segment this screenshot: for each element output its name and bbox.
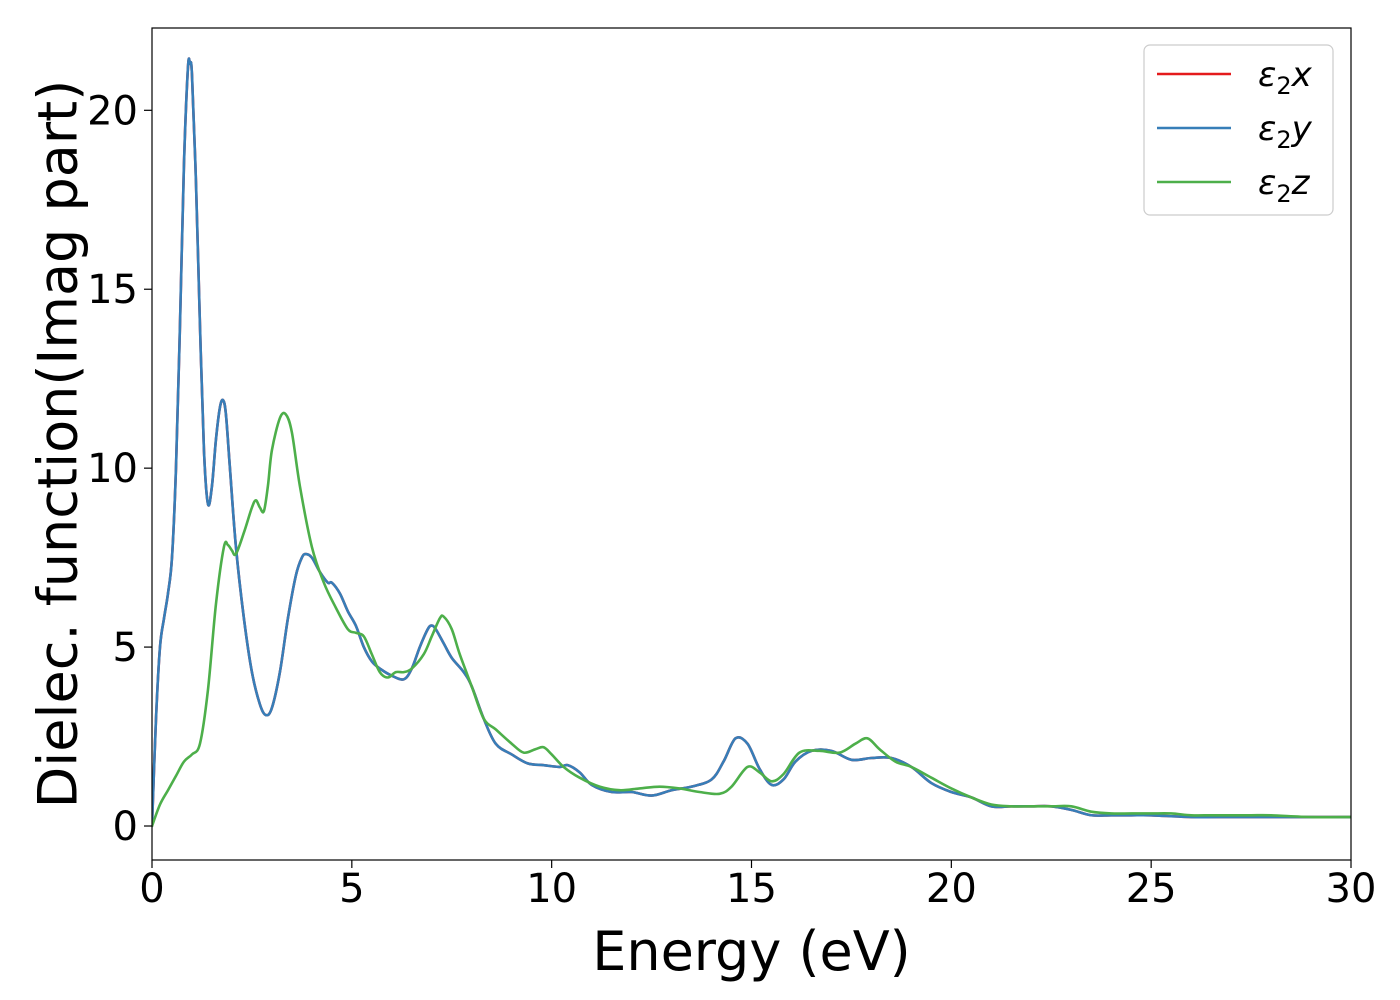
x-axis-label: Energy (eV) (592, 920, 911, 983)
y-tick-label: 20 (87, 88, 138, 134)
legend-entry-y: ε2y (1258, 109, 1313, 154)
x-tick-label: 5 (339, 866, 364, 912)
legend-entry-x: ε2x (1258, 55, 1313, 100)
legend-entry-z: ε2z (1258, 163, 1311, 208)
x-tick-label: 20 (926, 866, 977, 912)
legend-box (1143, 44, 1334, 216)
series-line-z (152, 411, 1351, 828)
x-tick-label: 15 (726, 866, 777, 912)
y-axis-ticks: 0 5 10 15 20 (87, 88, 152, 850)
x-tick-label: 0 (139, 866, 164, 912)
x-tick-label: 25 (1126, 866, 1177, 912)
y-tick-label: 10 (87, 446, 138, 492)
legend: ε2x ε2y ε2z (1143, 44, 1334, 216)
x-tick-label: 10 (526, 866, 577, 912)
y-tick-label: 5 (113, 625, 138, 671)
series-layer (152, 57, 1351, 828)
y-axis-label: Dielec. function(Imag part) (27, 80, 90, 809)
y-tick-label: 0 (113, 804, 138, 850)
x-tick-label: 30 (1326, 866, 1377, 912)
x-axis-ticks: 0 5 10 15 20 25 30 (139, 860, 1376, 912)
y-tick-label: 15 (87, 267, 138, 313)
